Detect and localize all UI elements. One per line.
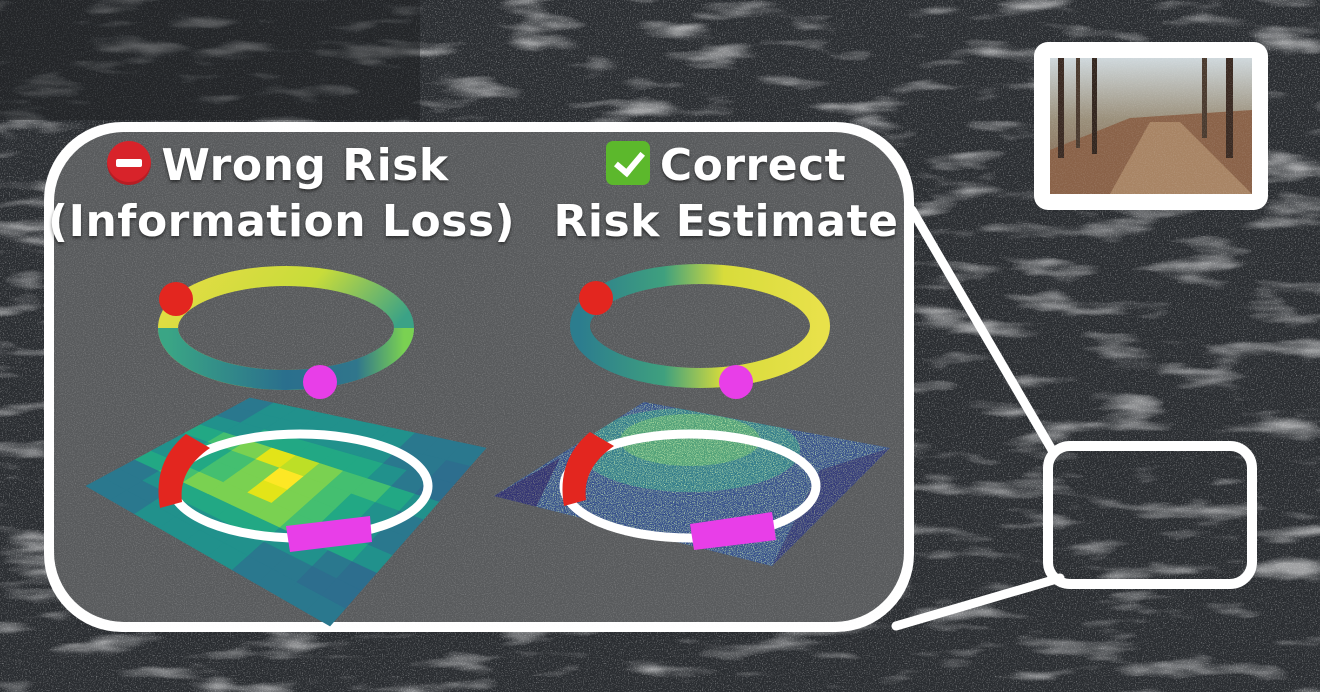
right-title-line1: Correct (659, 140, 847, 191)
left-goal-marker-magenta (303, 365, 337, 399)
right-start-band-red (562, 432, 614, 506)
trail-photo-thumbnail (1034, 42, 1268, 210)
risk-grid-cell (446, 442, 487, 467)
right-goal-marker-magenta (719, 365, 753, 399)
no-entry-icon (107, 141, 152, 185)
check-mark-icon (605, 141, 650, 185)
zoom-connector-top (907, 205, 1057, 455)
left-panel-title: Wrong Risk (Information Loss) (48, 138, 516, 250)
right-goal-band-magenta (690, 512, 776, 550)
left-start-band-red (158, 434, 210, 508)
left-coarse-risk-grid (85, 397, 487, 627)
right-risk-ring (570, 264, 830, 388)
left-risk-ring (158, 266, 414, 390)
left-title-line2: (Information Loss) (48, 196, 516, 247)
right-title-line2: Risk Estimate (553, 196, 899, 247)
zoom-connector-bottom (891, 573, 1065, 631)
right-start-marker-red (579, 281, 613, 315)
right-panel-title: Correct Risk Estimate (496, 138, 956, 250)
left-goal-band-magenta (286, 516, 372, 552)
left-start-marker-red (159, 282, 193, 316)
zoom-source-box (1043, 441, 1257, 589)
left-title-line1: Wrong Risk (161, 140, 449, 191)
